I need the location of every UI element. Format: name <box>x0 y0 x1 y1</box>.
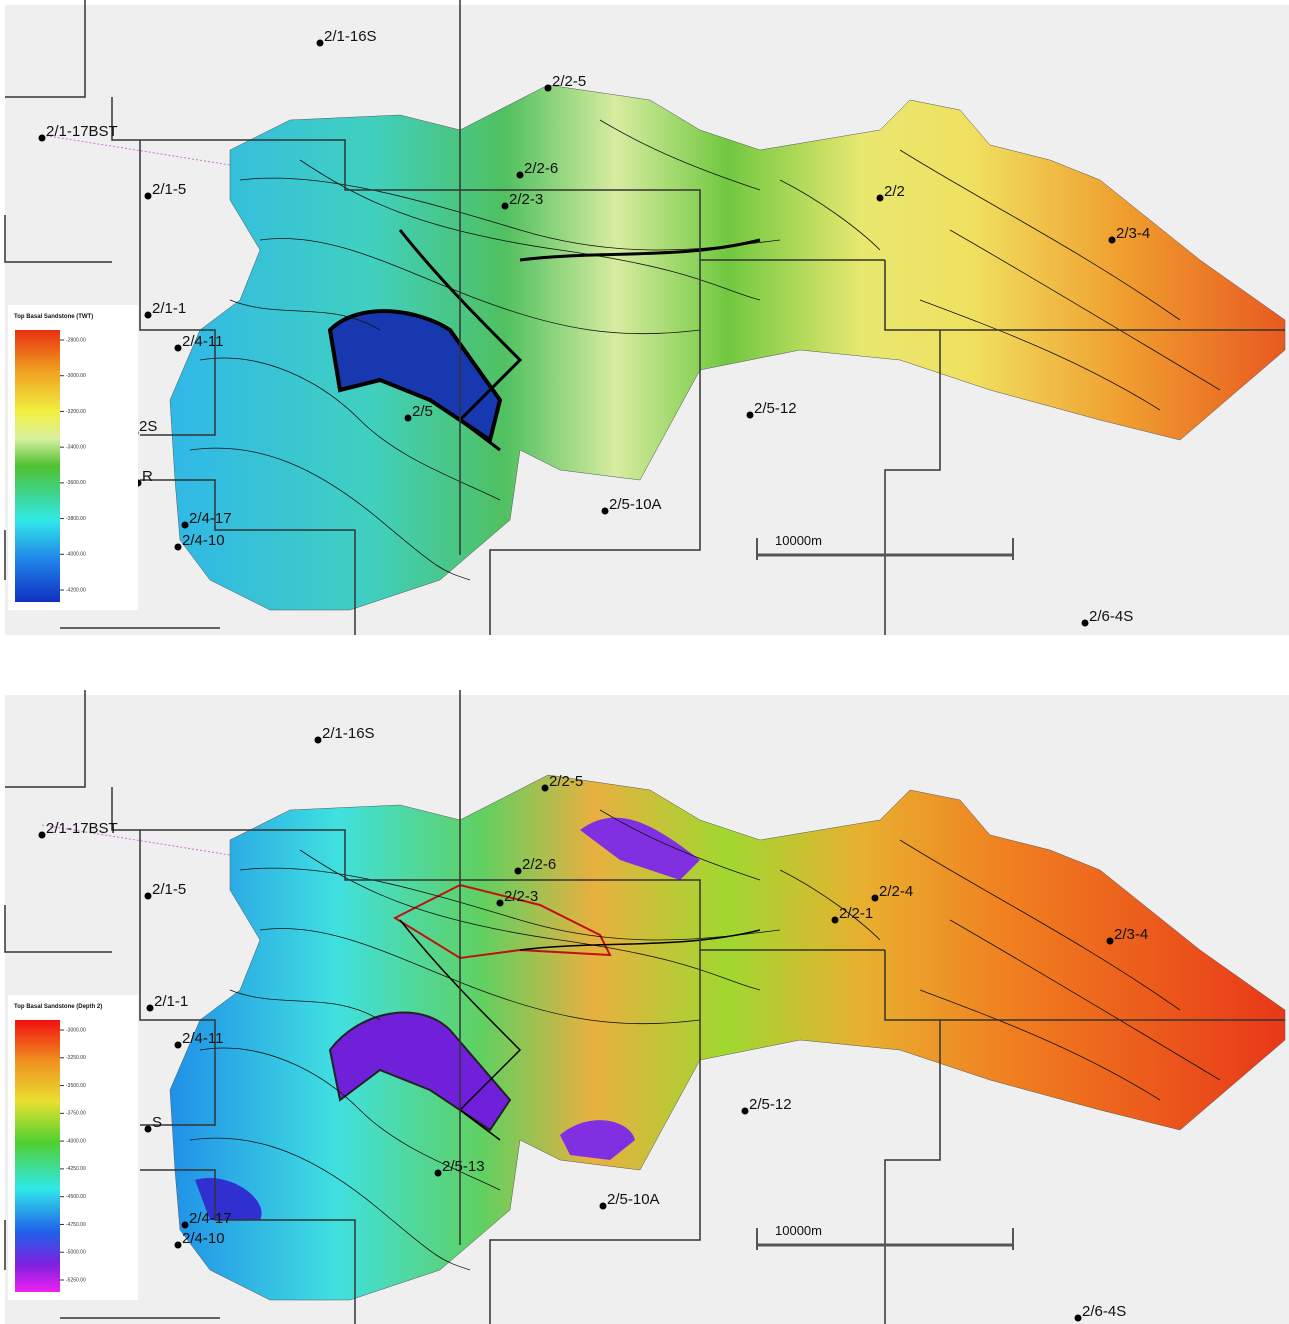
well-label: 2/6-4S <box>1082 1303 1126 1320</box>
well-symbol <box>175 544 182 551</box>
well-label: 2/1-17BST <box>46 123 118 140</box>
legend-tick-label: -4250.00 <box>66 1166 86 1172</box>
legend-tick-label: -4200.00 <box>66 587 86 593</box>
well-symbol <box>545 85 552 92</box>
well-symbol <box>517 172 524 179</box>
well-symbol <box>877 195 884 202</box>
well-label: 2S <box>139 418 157 435</box>
map-figure: 2/1-16S 2/2-5 2/1-17BST 2/1-5 2/2-6 2/2-3 2/2 2… <box>0 0 1289 1324</box>
well-symbol <box>147 1005 154 1012</box>
legend: Top Basal Sandstone (Depth 2) -3000.00 -32… <box>8 995 138 1300</box>
well-label: 2/2-6 <box>524 160 558 177</box>
well-label: 2/2-6 <box>522 856 556 873</box>
map-panel: 2/1-16S 2/2-5 2/1-17BST 2/1-5 2/2-6 2/2-3 2/2-… <box>5 690 1289 1324</box>
map-panel: 2/1-16S 2/2-5 2/1-17BST 2/1-5 2/2-6 2/2-3 2/2 2… <box>5 0 1289 635</box>
legend-tick-label: -3250.00 <box>66 1055 86 1061</box>
well-label: 2/5-12 <box>749 1096 792 1113</box>
well-label: 2/2-5 <box>552 73 586 90</box>
scale-bar-label: 10000m <box>775 533 822 548</box>
well-symbol <box>175 1242 182 1249</box>
well-label: 2/1-1 <box>152 300 186 317</box>
legend-tick-label: -3600.00 <box>66 480 86 486</box>
well-label: 2/5 <box>412 403 433 420</box>
well-symbol <box>39 135 46 142</box>
legend-tick-label: -3000.00 <box>66 373 86 379</box>
well-label: 2/3-4 <box>1114 926 1148 943</box>
well-label: 2/6-4S <box>1089 608 1133 625</box>
well-label: 2/2-4 <box>879 883 913 900</box>
well-symbol <box>602 508 609 515</box>
well-symbol <box>600 1203 607 1210</box>
legend-tick-label: -4750.00 <box>66 1222 86 1228</box>
scale-bar-label: 10000m <box>775 1223 822 1238</box>
well-symbol <box>39 832 46 839</box>
legend-title: Top Basal Sandstone (Depth 2) <box>14 1004 102 1010</box>
well-symbol <box>502 203 509 210</box>
well-symbol <box>405 415 412 422</box>
well-symbol <box>747 412 754 419</box>
legend-tick-label: -4000.00 <box>66 1138 86 1144</box>
well-label: 2/1-16S <box>324 28 377 45</box>
well-label: 2/2-3 <box>509 191 543 208</box>
well-symbol <box>175 1042 182 1049</box>
well-symbol <box>1082 620 1089 627</box>
well-symbol <box>317 40 324 47</box>
legend-tick-label: -4500.00 <box>66 1194 86 1200</box>
legend-tick-label: -3400.00 <box>66 444 86 450</box>
well-symbol <box>182 522 189 529</box>
well-symbol <box>145 312 152 319</box>
well-label: 2/5-10A <box>609 496 662 513</box>
well-symbol <box>1075 1315 1082 1322</box>
legend-colorbar <box>15 330 60 602</box>
legend-tick-label: -3200.00 <box>66 409 86 415</box>
legend-tick-label: -2800.00 <box>66 337 86 343</box>
well-symbol <box>315 737 322 744</box>
well-symbol <box>832 917 839 924</box>
well-label: 2/4-11 <box>182 333 223 350</box>
well-label: 2/2-3 <box>504 888 538 905</box>
legend-tick-label: -3750.00 <box>66 1111 86 1117</box>
well-label: 2/1-16S <box>322 725 375 742</box>
well-symbol <box>145 193 152 200</box>
well-label: S <box>152 1114 162 1131</box>
well-symbol <box>515 868 522 875</box>
well-label: 2/1-5 <box>152 881 186 898</box>
legend-tick-label: -3800.00 <box>66 516 86 522</box>
well-symbol <box>1107 938 1114 945</box>
well-label: 2/5-13 <box>442 1158 485 1175</box>
well-label: 2/5-12 <box>754 400 797 417</box>
well-symbol <box>182 1222 189 1229</box>
well-label: 2/2-5 <box>549 773 583 790</box>
well-label: 2/1-17BST <box>46 820 118 837</box>
well-label: 2/1-5 <box>152 181 186 198</box>
well-symbol <box>872 895 879 902</box>
legend-tick-label: -4000.00 <box>66 552 86 558</box>
well-label: 2/4-10 <box>182 532 225 549</box>
well-label: 2/1-1 <box>154 993 188 1010</box>
well-symbol <box>742 1108 749 1115</box>
well-label: 2/4-17 <box>189 1210 232 1227</box>
well-label: 2/5-10A <box>607 1191 660 1208</box>
legend-tick-label: -3500.00 <box>66 1083 86 1089</box>
well-symbol <box>175 345 182 352</box>
legend-title: Top Basal Sandstone (TWT) <box>14 314 93 320</box>
well-label: 2/4-17 <box>189 510 232 527</box>
well-label: 2/3-4 <box>1116 225 1150 242</box>
well-label: 2/2 <box>884 183 905 200</box>
legend-tick-label: -3000.00 <box>66 1027 86 1033</box>
well-symbol <box>497 900 504 907</box>
well-label: R <box>142 468 153 485</box>
legend-tick-label: -5250.00 <box>66 1277 86 1283</box>
well-symbol <box>542 785 549 792</box>
well-label: 2/4-10 <box>182 1230 225 1247</box>
well-symbol <box>145 1126 152 1133</box>
well-symbol <box>145 893 152 900</box>
well-symbol <box>1109 237 1116 244</box>
legend-colorbar <box>15 1020 60 1292</box>
legend: Top Basal Sandstone (TWT) -2800.00 -3000.0… <box>8 305 138 610</box>
well-label: 2/2-1 <box>839 905 873 922</box>
legend-tick-label: -5000.00 <box>66 1250 86 1256</box>
well-label: 2/4-11 <box>182 1030 223 1047</box>
well-symbol <box>435 1170 442 1177</box>
